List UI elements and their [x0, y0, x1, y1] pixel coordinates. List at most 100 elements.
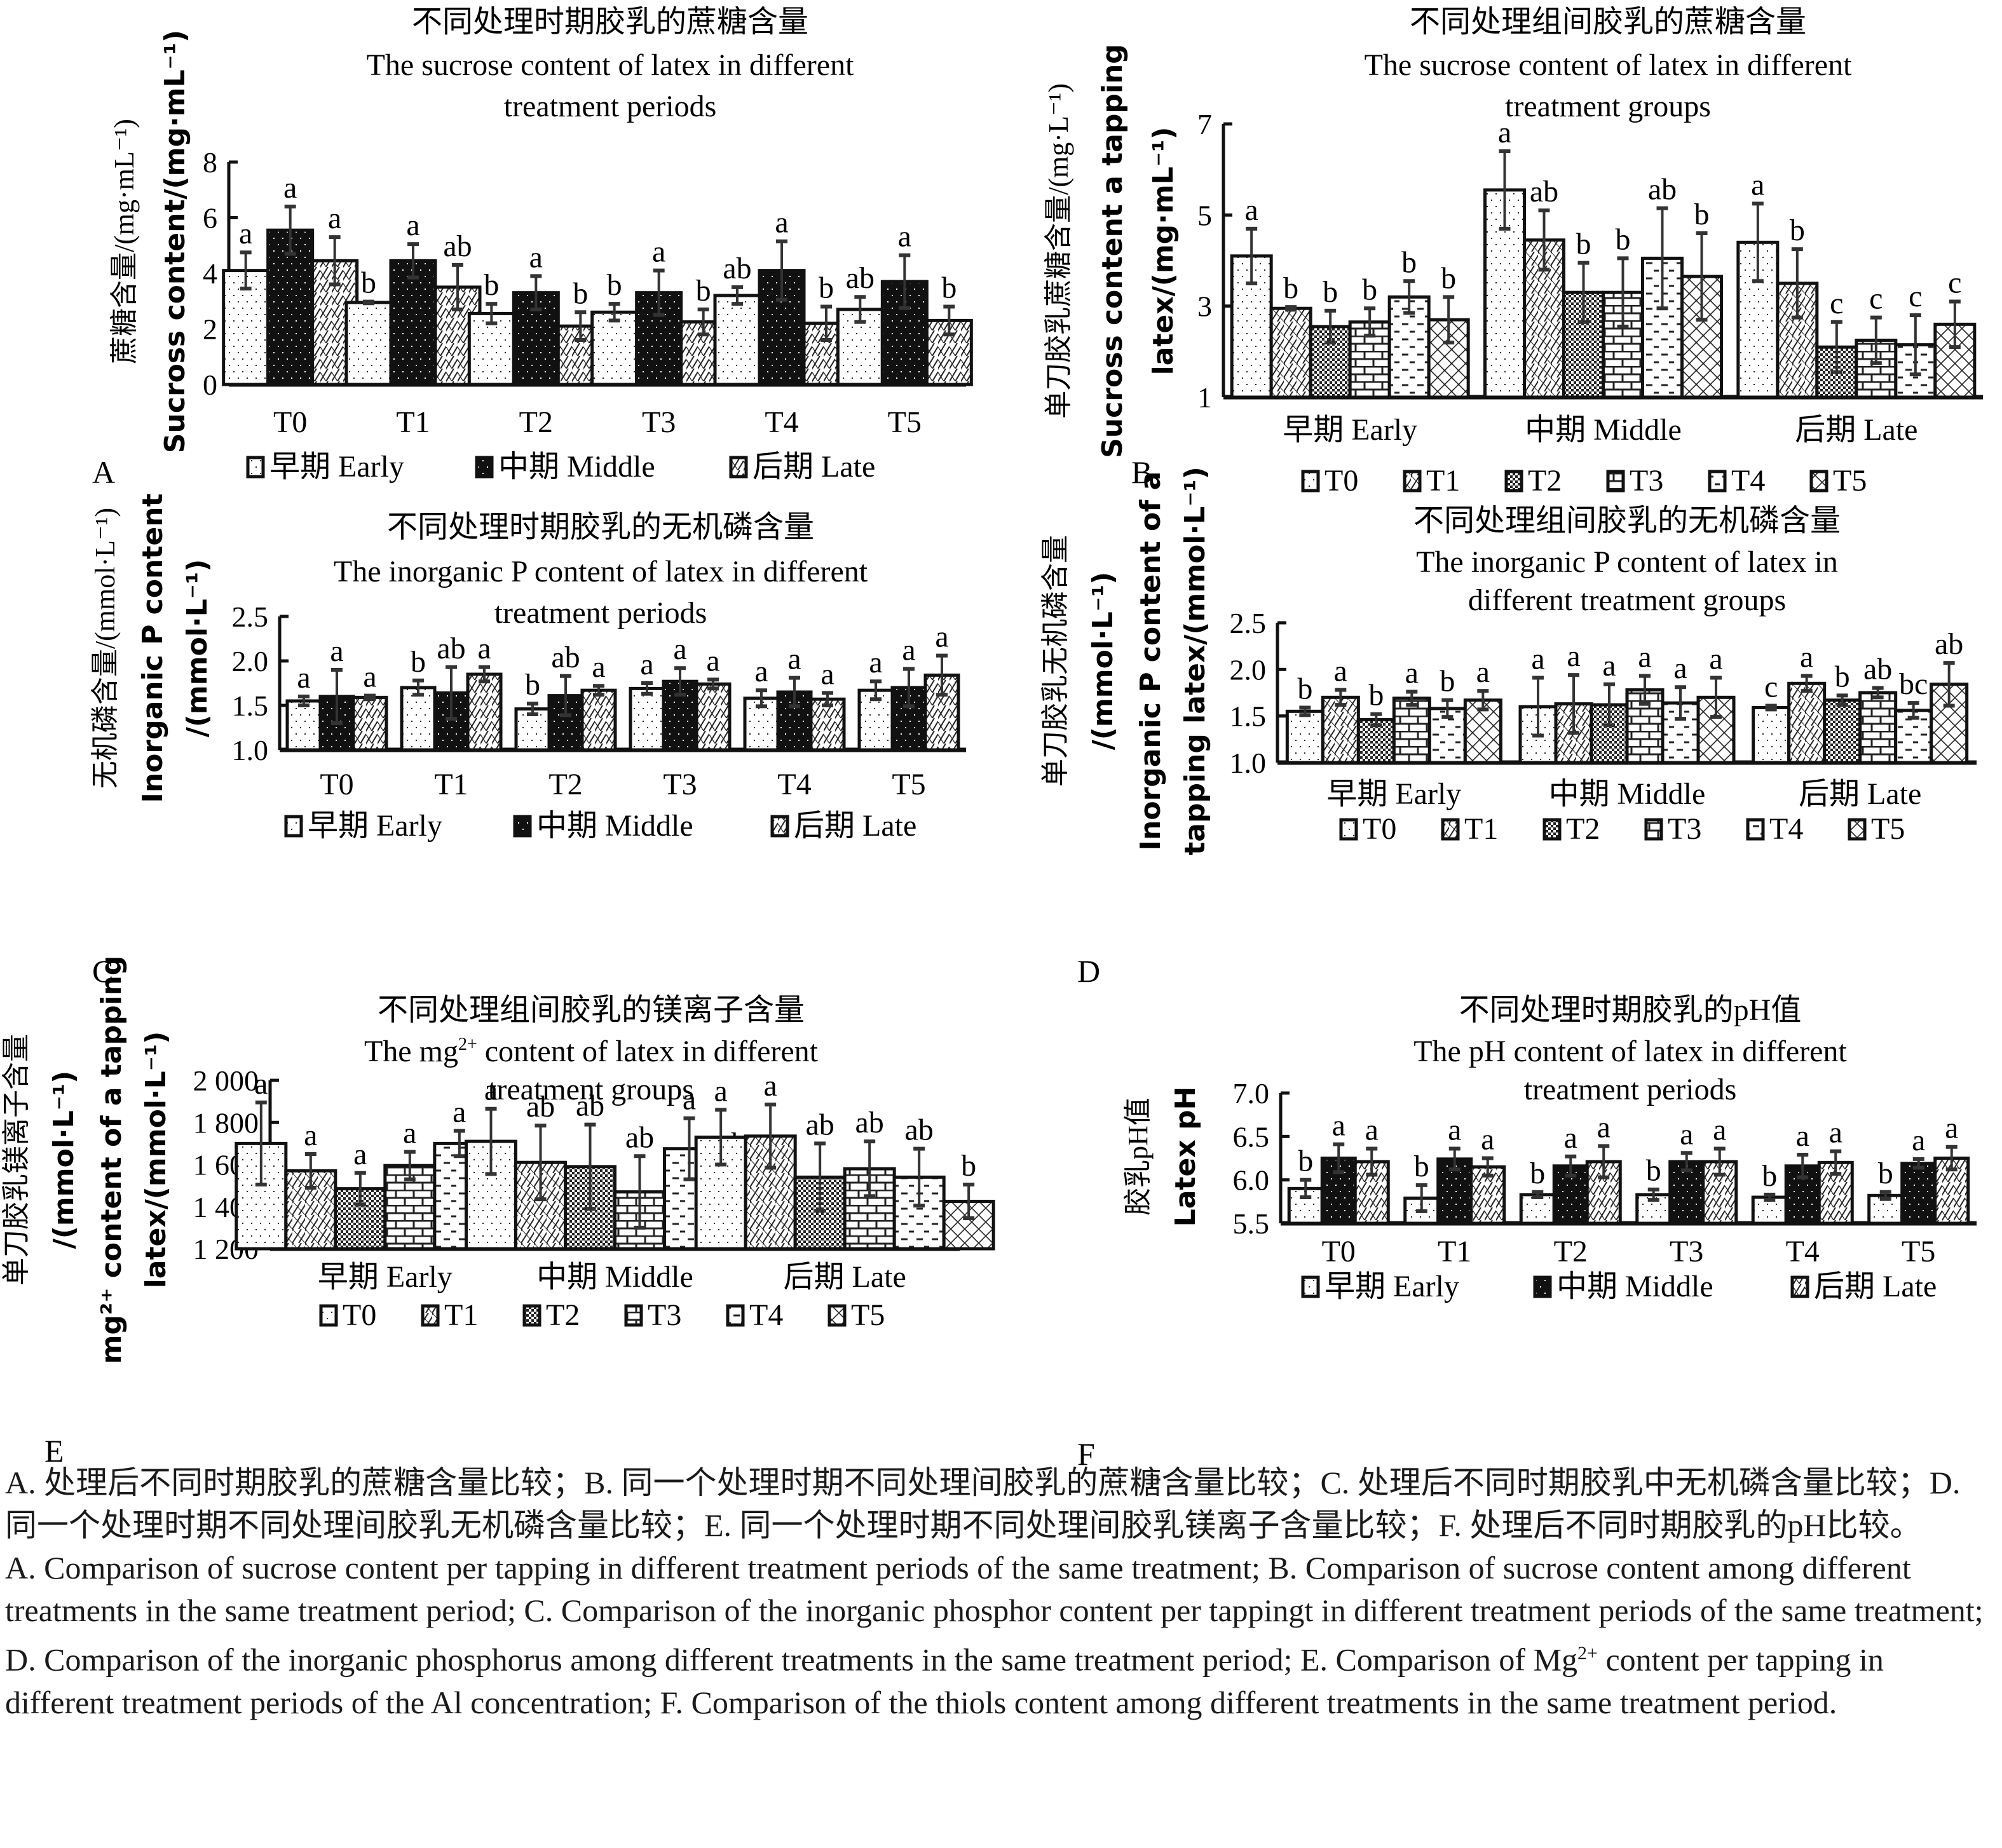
x-tick-label: T0 — [320, 768, 353, 801]
chart-title-en: The inorganic P content of latex in diff… — [334, 555, 868, 588]
y-tick-label: 1 800 — [193, 1106, 259, 1139]
caption-chinese: A. 处理后不同时期胶乳的蔗糖含量比较；B. 同一个处理时期不同处理间胶乳的蔗糖… — [5, 1465, 1961, 1543]
significance-letter: b — [411, 645, 426, 679]
significance-letter: b — [1576, 228, 1591, 261]
significance-letter: b — [1530, 1157, 1545, 1190]
chart-title-en: The sucrose content of latex in differen… — [1365, 48, 1852, 82]
y-tick-label: 6.0 — [1233, 1164, 1270, 1197]
chart-panel-b: 不同处理组间胶乳的蔗糖含量 The sucrose content of late… — [1004, 0, 2002, 502]
significance-letter: b — [1401, 245, 1417, 279]
significance-letter: ab — [723, 252, 751, 285]
significance-letter: ab — [1648, 173, 1677, 207]
x-tick-label: T1 — [1438, 1235, 1471, 1268]
significance-letter: a — [328, 201, 341, 235]
bar — [466, 672, 503, 752]
significance-letter: a — [484, 1073, 498, 1107]
y-axis-label: 单刀胶乳镁离子含量 — [1, 1034, 32, 1286]
significance-letter: a — [1531, 642, 1544, 676]
significance-letter: ab — [437, 632, 465, 665]
y-tick-label: 2.0 — [1230, 653, 1267, 686]
x-tick-label: T3 — [642, 405, 676, 439]
significance-letter: ab — [905, 1113, 934, 1147]
legend-swatch — [1301, 1275, 1320, 1298]
significance-letter: ab — [846, 261, 875, 295]
x-tick-label: 中期 Middle — [536, 1260, 693, 1294]
caption-english-part2: content per tapping in different treatme… — [5, 1641, 1884, 1720]
chart-title-en-line2: treatment periods — [494, 596, 707, 630]
legend-label: 中期 Middle — [536, 809, 693, 843]
legend-label: T5 — [1871, 812, 1905, 846]
significance-letter: a — [821, 657, 834, 691]
legend-label: T4 — [1769, 812, 1803, 846]
bar — [1321, 695, 1360, 764]
x-tick-label: T5 — [888, 405, 922, 439]
chart-panel-d: 不同处理组间胶乳的无机磷含量 The inorganic P content of… — [1004, 466, 2002, 991]
legend-label: T3 — [1668, 812, 1701, 846]
y-tick-label: 8 — [203, 146, 217, 179]
significance-letter: a — [902, 634, 915, 667]
significance-letter: c — [1830, 287, 1843, 320]
significance-letter: b — [607, 268, 622, 302]
significance-letter: a — [754, 655, 768, 688]
significance-letter: ab — [806, 1108, 834, 1141]
chart-title-en-line2: treatment periods — [504, 90, 717, 123]
bar — [1776, 282, 1819, 399]
significance-letter: a — [1448, 1113, 1461, 1146]
y-tick-label: 4 — [203, 257, 217, 290]
significance-letter: b — [1790, 214, 1805, 247]
chart-title-zh: 不同处理组间胶乳的无机磷含量 — [1413, 504, 1841, 538]
legend-label: T3 — [1630, 464, 1663, 498]
x-tick-label: T3 — [663, 768, 697, 801]
significance-letter: a — [403, 1117, 416, 1150]
significance-letter: b — [961, 1149, 976, 1183]
bar — [1900, 1162, 1937, 1225]
y-axis-label: Inorganic P content of a — [1134, 472, 1167, 851]
significance-letter: b — [696, 274, 711, 308]
caption-english-part1: A. Comparison of sucrose content per tap… — [5, 1550, 1984, 1678]
legend-swatch — [1533, 1275, 1552, 1298]
x-tick-label: 早期 Early — [1283, 413, 1417, 447]
legend-swatch — [1441, 818, 1460, 841]
significance-letter: b — [1878, 1157, 1893, 1190]
significance-letter: a — [1945, 1111, 1958, 1145]
x-tick-label: 早期 Early — [1326, 777, 1461, 811]
significance-letter: a — [1912, 1124, 1925, 1157]
y-tick-label: 3 — [1197, 290, 1212, 323]
legend-label: 后期 Late — [794, 809, 916, 843]
significance-letter: b — [819, 271, 834, 305]
chart-d-svg: 不同处理组间胶乳的无机磷含量 The inorganic P content of… — [1040, 466, 1977, 989]
legend-label: T1 — [1464, 812, 1498, 846]
legend-label: T1 — [1426, 464, 1460, 498]
legend-label: T4 — [1731, 464, 1765, 498]
bar — [1858, 691, 1898, 764]
chart-title-en-line2: treatment periods — [1524, 1073, 1737, 1106]
legend-label: 早期 Early — [308, 809, 442, 843]
significance-letter: b — [1616, 222, 1631, 256]
significance-letter: a — [1673, 651, 1687, 685]
significance-letter: c — [1869, 282, 1883, 316]
legend-swatch — [729, 456, 748, 479]
panel-label: B — [1131, 454, 1152, 490]
y-axis-label: Sucross content/(mg·mL⁻¹) — [159, 30, 191, 453]
significance-letter: a — [706, 644, 719, 677]
significance-letter: bc — [1899, 667, 1928, 701]
bar — [629, 686, 665, 752]
legend-swatch — [624, 1304, 643, 1327]
bar — [514, 707, 551, 752]
x-tick-label: T4 — [777, 768, 811, 801]
chart-title-en: The inorganic P content of latex in — [1416, 545, 1838, 579]
legend-label: T5 — [851, 1298, 885, 1332]
y-axis-label: latex/(mmol·L⁻¹) — [140, 1031, 172, 1289]
chart-title-zh: 不同处理时期胶乳的无机磷含量 — [387, 510, 814, 544]
significance-letter: a — [1638, 641, 1651, 674]
y-axis-label: 单刀胶乳无机磷含量 — [1040, 535, 1071, 787]
significance-letter: ab — [1863, 653, 1892, 686]
chart-f-svg: 不同处理时期胶乳的pH值 The pH content of latex in d… — [1077, 993, 1977, 1472]
x-tick-label: T2 — [548, 768, 582, 801]
x-tick-label: 早期 Early — [318, 1260, 453, 1294]
legend-label: T2 — [546, 1298, 580, 1332]
legend-swatch — [1809, 470, 1828, 493]
y-axis-label: mg²⁺ content of a tapping — [95, 956, 128, 1364]
significance-letter: a — [1713, 1113, 1726, 1146]
legend-swatch — [770, 815, 789, 838]
